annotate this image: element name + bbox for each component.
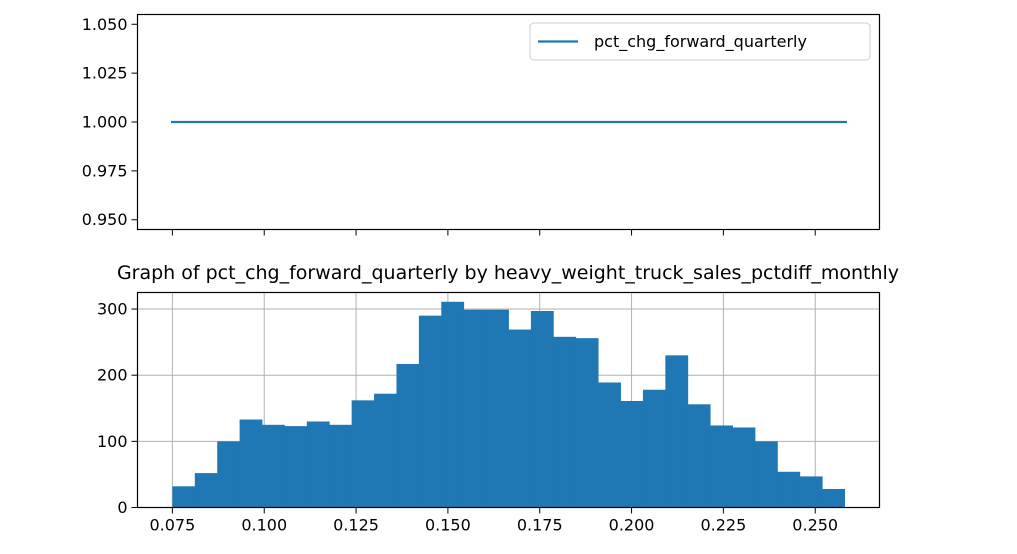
histogram-title: Graph of pct_chg_forward_quarterly by he… [117, 262, 899, 284]
histogram-bar [687, 404, 711, 508]
y-axis-ticks: 0.950 0.975 1.000 1.025 1.050 [82, 15, 138, 229]
histogram-bar [732, 427, 756, 508]
legend: pct_chg_forward_quarterly [529, 22, 871, 61]
plot-frame [136, 13, 881, 231]
x-tick-label: 0.125 [333, 516, 379, 535]
histogram-panel: 0 100 200 300 0.075 0.100 0.125 0.150 0.175 0.20… [97, 291, 881, 535]
histogram-bar [777, 471, 801, 508]
histogram-bar [822, 488, 846, 508]
histogram-bar [799, 476, 823, 508]
x-tick-label: 0.225 [700, 516, 746, 535]
histogram-bar [194, 473, 218, 508]
histogram-bar [486, 309, 509, 508]
histogram-bar [575, 338, 599, 508]
y-tick-label: 1.000 [82, 113, 128, 132]
x-tick-label: 0.250 [792, 516, 838, 535]
y-tick-label: 0.950 [82, 210, 128, 229]
y-tick-label: 1.025 [82, 64, 128, 83]
y-tick-label: 100 [97, 432, 128, 451]
histogram-bar [441, 301, 465, 508]
x-tick-label: 0.150 [425, 516, 471, 535]
histogram-bar [329, 424, 353, 508]
histogram-bar [530, 311, 554, 508]
histogram-bar [217, 441, 241, 508]
histogram-bar [396, 363, 420, 508]
histogram-bar [351, 400, 375, 508]
legend-label: pct_chg_forward_quarterly [594, 32, 807, 52]
y-tick-label: 0.975 [82, 161, 128, 180]
x-axis-ticks [171, 229, 816, 236]
x-tick-label: 0.200 [609, 516, 655, 535]
y-tick-label: 300 [97, 300, 128, 319]
x-axis-ticks: 0.075 0.100 0.125 0.150 0.175 0.200 0.225 0.250 [149, 507, 838, 535]
histogram-bar [239, 419, 263, 508]
histogram-bar [172, 486, 196, 508]
histogram-bar [374, 393, 397, 508]
x-tick-label: 0.075 [149, 516, 195, 535]
histogram-bar [598, 382, 621, 508]
histogram-bars [172, 301, 846, 508]
x-tick-label: 0.100 [241, 516, 287, 535]
x-tick-label: 0.175 [517, 516, 563, 535]
line-chart-panel: 0.950 0.975 1.000 1.025 1.050 pct_chg_forwar… [82, 13, 881, 236]
histogram-bar [710, 425, 733, 508]
histogram-bar [642, 389, 666, 508]
histogram-bar [284, 426, 308, 508]
histogram-bar [306, 421, 330, 508]
legend-box [529, 22, 871, 61]
y-tick-label: 0 [117, 498, 127, 517]
y-axis-ticks: 0 100 200 300 [97, 300, 138, 517]
histogram-bar [262, 424, 285, 508]
y-tick-label: 1.050 [82, 15, 128, 34]
plot-frame [136, 291, 881, 509]
histogram-bar [463, 309, 487, 508]
histogram-bar [508, 329, 532, 508]
histogram-bar [620, 400, 644, 508]
histogram-bar [418, 315, 442, 508]
histogram-bar [665, 355, 689, 508]
histogram-bar [553, 336, 577, 508]
y-tick-label: 200 [97, 366, 128, 385]
histogram-bar [754, 441, 778, 508]
